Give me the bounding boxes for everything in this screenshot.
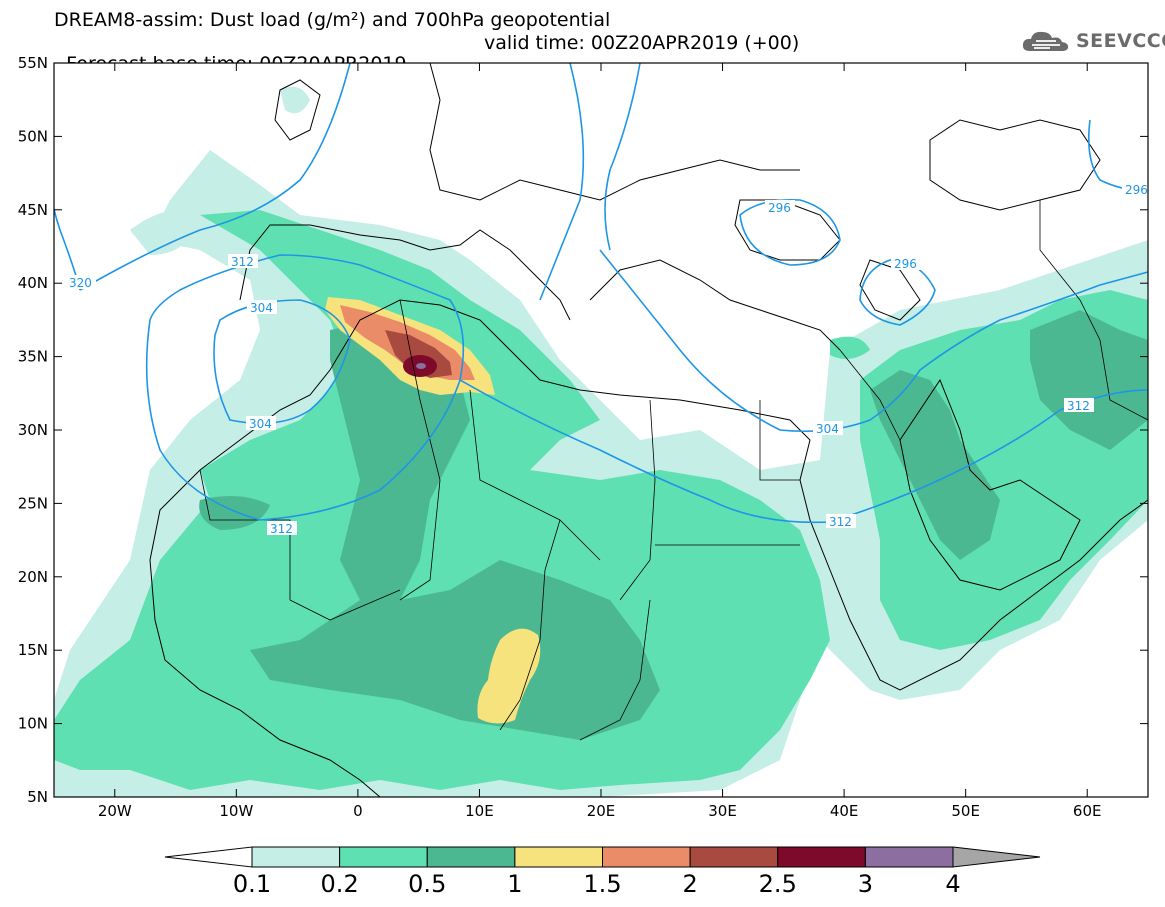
lon-label: 20W xyxy=(98,802,132,820)
lon-label: 60E xyxy=(1073,802,1102,820)
colorbar-label: 2 xyxy=(682,870,698,898)
contour-label: 304 xyxy=(249,417,272,431)
map-area: 320 312 304 304 312 296 296 296 304 312 … xyxy=(54,63,1148,797)
lat-label: 20N xyxy=(18,568,48,586)
lat-label: 15N xyxy=(18,641,48,659)
dust-layer-0.5 xyxy=(199,310,1148,740)
contour-label: 304 xyxy=(816,422,839,436)
colorbar xyxy=(164,846,1041,868)
colorbar-label: 4 xyxy=(945,870,961,898)
lat-label: 30N xyxy=(18,421,48,439)
logo-text: SEEVCCC xyxy=(1076,30,1165,52)
lat-label: 10N xyxy=(18,715,48,733)
colorbar-segment xyxy=(864,846,954,868)
lat-label: 45N xyxy=(18,201,48,219)
contour-label: 312 xyxy=(1067,399,1090,413)
colorbar-segment xyxy=(251,846,341,868)
lon-label: 20E xyxy=(587,802,616,820)
cloud-icon xyxy=(1022,31,1069,51)
lon-label: 30E xyxy=(708,802,737,820)
colorbar-segment xyxy=(339,846,428,868)
lon-label: 40E xyxy=(830,802,859,820)
colorbar-label: 0.1 xyxy=(232,870,272,898)
lat-label: 40N xyxy=(18,274,48,292)
lat-label: 25N xyxy=(18,494,48,512)
colorbar-label: 3 xyxy=(857,870,874,898)
colorbar-label: 0.2 xyxy=(320,870,359,898)
colorbar-segment xyxy=(164,846,253,868)
colorbar-segment xyxy=(602,846,691,868)
lon-label: 0 xyxy=(353,802,363,820)
contour-label: 296 xyxy=(768,201,791,215)
lat-label: 55N xyxy=(18,54,48,72)
colorbar-segment xyxy=(514,846,603,868)
latitude-axis: 55N 50N 45N 40N 35N 30N 25N 20N 15N 10N 5N xyxy=(18,54,1148,806)
contour-label: 312 xyxy=(829,515,852,529)
colorbar-segment xyxy=(777,846,866,868)
contour-labels: 320 312 304 304 312 296 296 296 304 312 … xyxy=(66,182,1148,536)
colorbar-label: 1.5 xyxy=(583,870,622,898)
contour-label: 296 xyxy=(1125,183,1148,197)
colorbar-label: 1 xyxy=(507,870,523,898)
colorbar-label: 0.5 xyxy=(408,870,447,898)
colorbar-label: 2.5 xyxy=(758,870,797,898)
colorbar-segment xyxy=(952,846,1041,868)
colorbar-segment xyxy=(426,846,516,868)
contour-label: 312 xyxy=(270,522,293,536)
valid-time: valid time: 00Z20APR2019 (+00) xyxy=(484,32,800,54)
map-title: DREAM8-assim: Dust load (g/m²) and 700hP… xyxy=(54,9,611,31)
lon-label: 10W xyxy=(219,802,253,820)
dust-layer-3 xyxy=(416,363,426,369)
longitude-axis: 20W 10W 0 10E 20E 30E 40E 50E 60E xyxy=(98,63,1102,820)
lat-label: 5N xyxy=(27,788,48,806)
colorbar-segment xyxy=(689,846,779,868)
lat-label: 35N xyxy=(18,348,48,366)
seevccc-logo: SEEVCCC xyxy=(1020,27,1165,55)
lat-label: 50N xyxy=(18,127,48,145)
contour-label: 320 xyxy=(69,276,92,290)
contour-label: 312 xyxy=(231,255,254,269)
contour-label: 296 xyxy=(894,257,917,271)
lon-label: 10E xyxy=(465,802,494,820)
contour-label: 304 xyxy=(250,301,273,315)
lon-label: 50E xyxy=(951,802,980,820)
